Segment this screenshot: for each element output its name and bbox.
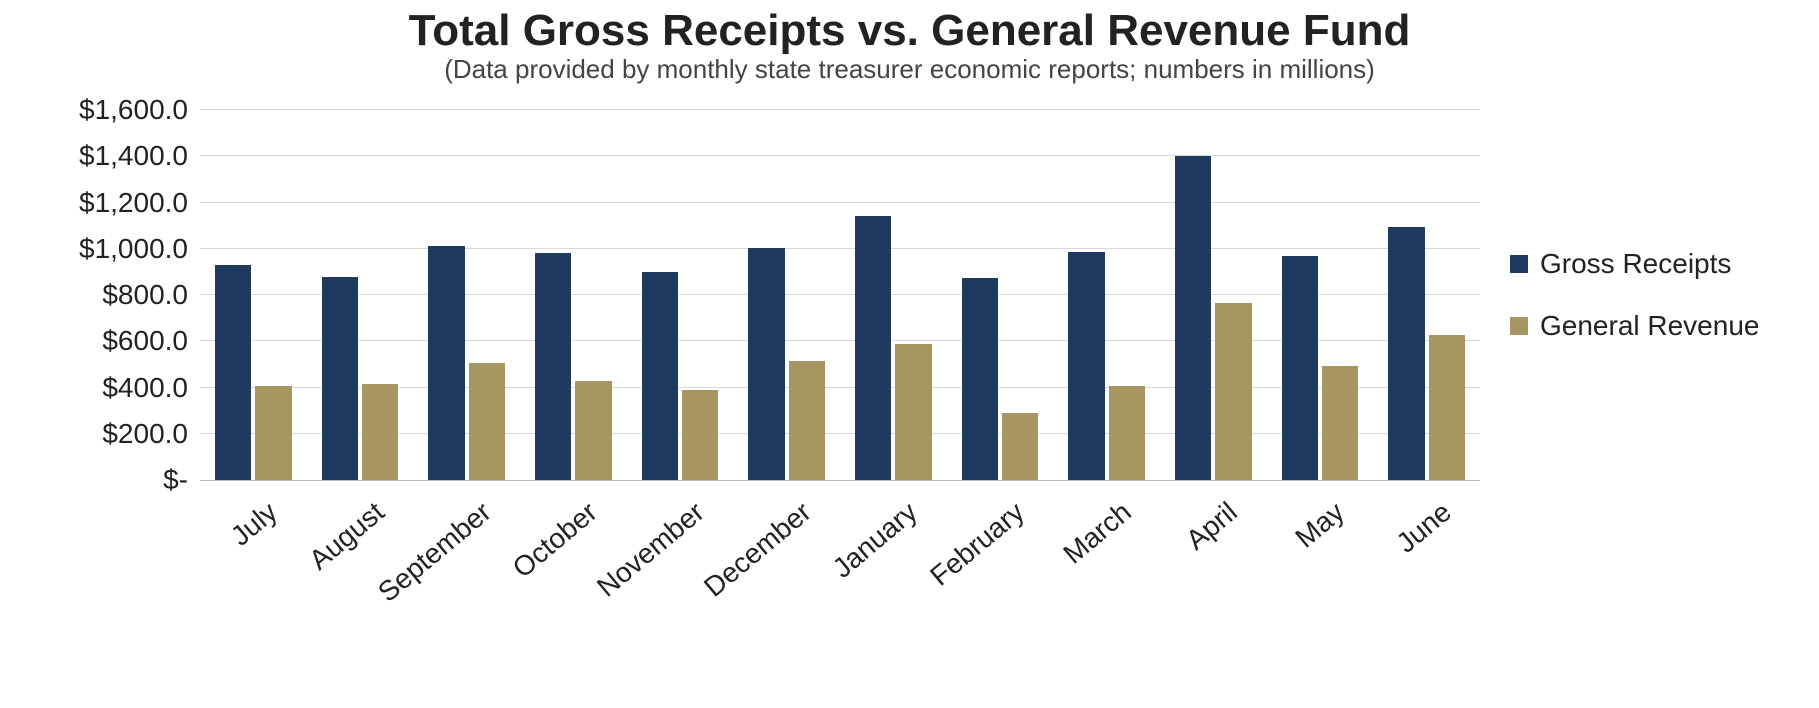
y-tick-label: $1,000.0 [79,233,188,265]
bar [1388,227,1424,480]
bar [322,277,358,481]
y-tick-label: $1,400.0 [79,140,188,172]
gridline [200,202,1480,203]
y-tick-label: $200.0 [102,418,188,450]
bar [1109,386,1145,480]
bar [1175,156,1211,480]
bar [895,344,931,480]
bar [789,361,825,480]
bar [362,384,398,480]
x-axis: JulyAugustSeptemberOctoberNovemberDecemb… [200,490,1480,690]
bar [575,381,611,480]
gridline [200,155,1480,156]
y-tick-label: $600.0 [102,325,188,357]
chart-title-block: Total Gross Receipts vs. General Revenue… [0,0,1819,83]
plot-row: $-$200.0$400.0$600.0$800.0$1,000.0$1,200… [0,110,1819,480]
bar [962,278,998,480]
legend-swatch [1510,255,1528,273]
chart-title: Total Gross Receipts vs. General Revenue… [0,8,1819,54]
bar [1429,335,1465,480]
legend-swatch [1510,317,1528,335]
bar [215,265,251,480]
legend: Gross Receipts General Revenue [1480,110,1780,480]
bar [1068,252,1104,480]
gridline [200,248,1480,249]
gridline [200,109,1480,110]
bar [1215,303,1251,480]
bar [535,253,571,480]
bar [642,272,678,480]
bar [1322,366,1358,480]
plot-area [200,110,1480,481]
y-axis: $-$200.0$400.0$600.0$800.0$1,000.0$1,200… [0,110,200,480]
bar [855,216,891,480]
bar [1282,256,1318,480]
chart-subtitle: (Data provided by monthly state treasure… [0,56,1819,83]
legend-label: General Revenue [1540,310,1759,342]
bar [469,363,505,480]
y-tick-label: $- [163,464,188,496]
legend-item: Gross Receipts [1510,248,1780,280]
legend-item: General Revenue [1510,310,1780,342]
y-tick-label: $1,600.0 [79,94,188,126]
y-tick-label: $800.0 [102,279,188,311]
y-tick-label: $1,200.0 [79,187,188,219]
receipts-chart: Total Gross Receipts vs. General Revenue… [0,0,1819,708]
legend-label: Gross Receipts [1540,248,1731,280]
bar [682,390,718,480]
bar [255,386,291,480]
y-tick-label: $400.0 [102,372,188,404]
bar [748,248,784,480]
bar [1002,413,1038,480]
bar [428,246,464,480]
